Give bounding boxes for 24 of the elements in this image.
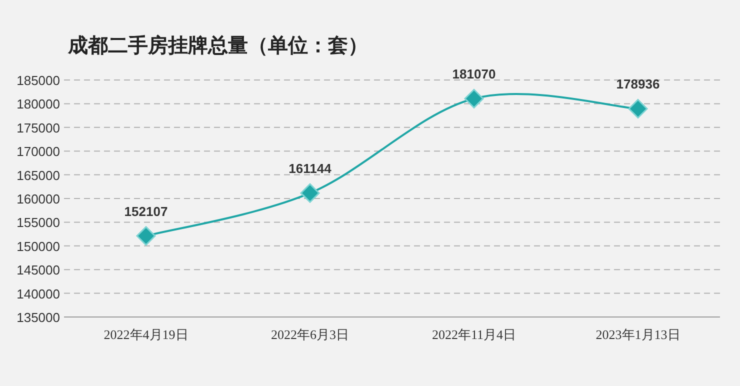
y-tick-label: 160000 [16,192,60,206]
x-tick-label: 2022年4月19日 [104,327,188,342]
data-label: 178936 [616,76,660,92]
data-label: 152107 [124,204,168,219]
x-tick-label: 2023年1月13日 [596,327,680,342]
y-tick-label: 170000 [16,144,60,160]
data-label: 181070 [452,66,496,82]
y-tick-label: 180000 [16,96,60,112]
x-tick-label: 2022年6月3日 [271,327,349,342]
point [136,226,156,246]
chart-title: 成都二手房挂牌总量（单位：套） [67,34,368,57]
y-tick-label: 135000 [16,310,60,325]
y-tick-label: 155000 [16,215,60,230]
y-tick-label: 145000 [16,262,60,278]
point [628,98,648,118]
y-tick-label: 150000 [16,238,60,254]
x-tick-label: 2022年11月4日 [432,327,516,342]
y-tick-label: 165000 [16,168,60,183]
y-tick-label: 175000 [16,120,60,136]
point [300,183,320,203]
point [464,88,484,108]
y-tick-label: 140000 [16,286,60,302]
y-tick-label: 185000 [16,73,60,88]
data-label: 161144 [288,161,332,176]
